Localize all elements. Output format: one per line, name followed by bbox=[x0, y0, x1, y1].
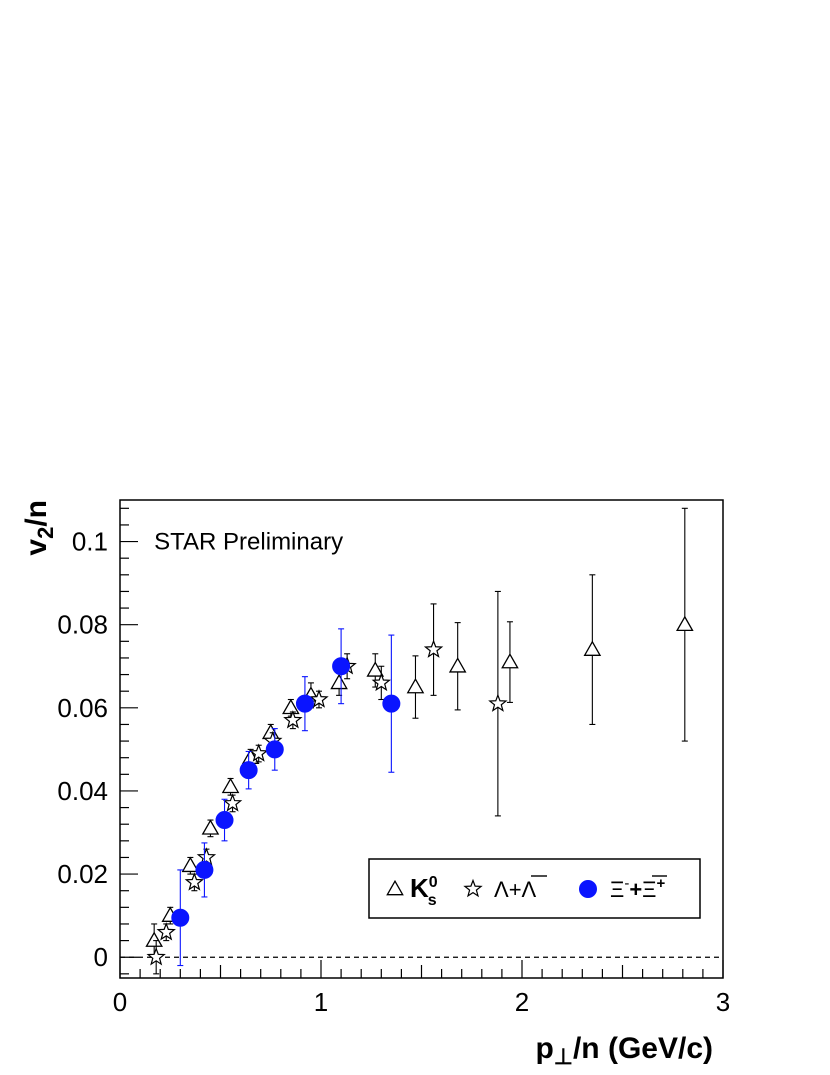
y-axis-title-main: v bbox=[20, 539, 53, 556]
data-point bbox=[195, 860, 214, 879]
y-axis-title-sub: 2 bbox=[33, 527, 58, 539]
data-point bbox=[423, 639, 444, 658]
data-point bbox=[330, 673, 348, 690]
y-tick-label: 0.1 bbox=[72, 527, 108, 557]
legend-label-lambda: Λ+Λ bbox=[494, 877, 537, 902]
legend-marker-lambda bbox=[463, 878, 483, 898]
data-point bbox=[248, 743, 269, 762]
legend-xi-plus: + bbox=[629, 877, 642, 902]
y-tick-label: 0.02 bbox=[57, 859, 108, 889]
data-point bbox=[196, 847, 217, 866]
x-tick-label: 1 bbox=[314, 987, 328, 1017]
legend-markers bbox=[386, 878, 597, 898]
data-point bbox=[221, 777, 240, 794]
data-point bbox=[295, 694, 314, 713]
y-axis-title: v2/n bbox=[20, 500, 58, 556]
x-tick-label: 3 bbox=[716, 987, 730, 1017]
data-point bbox=[184, 872, 205, 891]
data-point bbox=[282, 698, 300, 715]
y-tick-label: 0.04 bbox=[57, 776, 108, 806]
legend-xi-text: Ξ bbox=[610, 877, 624, 902]
data-point bbox=[501, 652, 519, 669]
x-axis-title: p⊥/n (GeV/c) bbox=[535, 1032, 713, 1069]
legend-xi-bar: Ξ bbox=[642, 877, 656, 902]
x-axis-title-main: p bbox=[535, 1032, 553, 1065]
y-tick-label: 0.06 bbox=[57, 693, 108, 723]
data-point bbox=[222, 793, 243, 812]
data-point bbox=[239, 761, 258, 780]
legend-label-kshort: K0 s bbox=[410, 873, 438, 909]
data-point bbox=[366, 661, 385, 677]
x-tick-label: 0 bbox=[113, 987, 127, 1017]
plot-frame bbox=[119, 499, 724, 979]
legend-xi-sup1: - bbox=[624, 875, 629, 892]
data-point bbox=[156, 922, 176, 941]
data-point bbox=[371, 672, 392, 692]
data-point bbox=[145, 931, 163, 947]
legend-k0-sub: s bbox=[428, 892, 437, 909]
axis-tick-labels: 0 1 2 3 0 0.02 0.04 0.06 0.08 0.1 bbox=[57, 527, 730, 1017]
data-point bbox=[201, 819, 220, 835]
data-point bbox=[265, 740, 284, 759]
data-point bbox=[675, 615, 694, 632]
data-point bbox=[309, 689, 329, 708]
data-point bbox=[488, 693, 508, 712]
data-point bbox=[181, 856, 200, 873]
data-point bbox=[382, 694, 401, 713]
x-tick-label: 2 bbox=[515, 987, 529, 1017]
data-point bbox=[171, 908, 190, 927]
data-point bbox=[406, 677, 425, 694]
data-point bbox=[146, 947, 166, 966]
chart-note: STAR Preliminary bbox=[154, 529, 343, 556]
y-axis-title-rest: /n bbox=[20, 500, 53, 527]
legend-k0-sup: 0 bbox=[429, 874, 438, 891]
legend-box bbox=[368, 858, 701, 919]
data-point bbox=[448, 657, 467, 673]
data-point bbox=[215, 811, 234, 830]
legend-marker-xi bbox=[579, 880, 597, 898]
axis-ticks bbox=[119, 507, 724, 978]
legend-marker-kshort bbox=[386, 879, 404, 896]
data-point bbox=[332, 657, 351, 676]
legend-xi-sup2: + bbox=[656, 875, 665, 892]
x-axis-title-rest: /n (GeV/c) bbox=[573, 1032, 713, 1065]
y-tick-label: 0 bbox=[94, 942, 108, 972]
legend-lambda-bar: Λ bbox=[522, 877, 537, 902]
series-2 bbox=[171, 628, 401, 967]
legend-label-xi: Ξ-+Ξ+ bbox=[610, 875, 665, 902]
legend-k0-main: K bbox=[410, 873, 429, 903]
legend-lambda-text: Λ+ bbox=[494, 877, 522, 902]
data-series bbox=[145, 507, 694, 975]
y-tick-label: 0.08 bbox=[57, 610, 108, 640]
x-axis-title-sub: ⊥ bbox=[554, 1044, 573, 1069]
data-point bbox=[583, 640, 602, 656]
legend: K0 s Λ+Λ Ξ-+Ξ+ bbox=[368, 858, 701, 919]
data-point bbox=[283, 710, 303, 729]
